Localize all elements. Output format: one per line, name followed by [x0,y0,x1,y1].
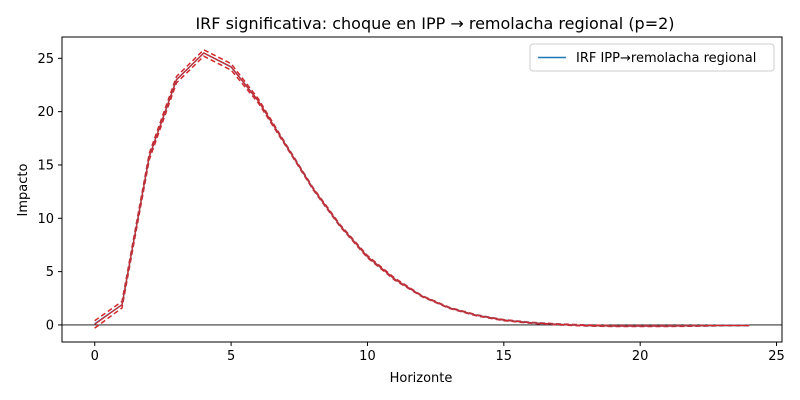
y-tick-label: 0 [46,318,54,333]
legend-frame [529,43,775,72]
x-tick-label: 25 [768,349,785,364]
y-tick-label: 10 [37,212,54,227]
legend: IRF IPP→remolacha regional [529,43,775,72]
x-tick-label: 15 [496,349,513,364]
x-tick-label: 10 [359,349,376,364]
legend-label: IRF IPP→remolacha regional [576,51,756,66]
y-axis-label: Impacto [16,164,31,217]
y-tick-label: 5 [46,265,54,280]
x-axis-label: Horizonte [390,371,453,386]
plot-area: 0 5 10 15 20 25 0 5 10 15 20 25 [37,36,785,364]
y-tick-label: 20 [37,105,54,120]
y-tick-label: 15 [37,158,54,173]
axes-frame [61,36,783,343]
x-tick-label: 5 [227,349,235,364]
y-tick-label: 25 [37,52,54,67]
band-center-line [94,52,750,327]
x-tick-label: 0 [91,349,99,364]
x-tick-label: 20 [632,349,649,364]
chart-title: IRF significativa: choque en IPP → remol… [195,14,674,33]
